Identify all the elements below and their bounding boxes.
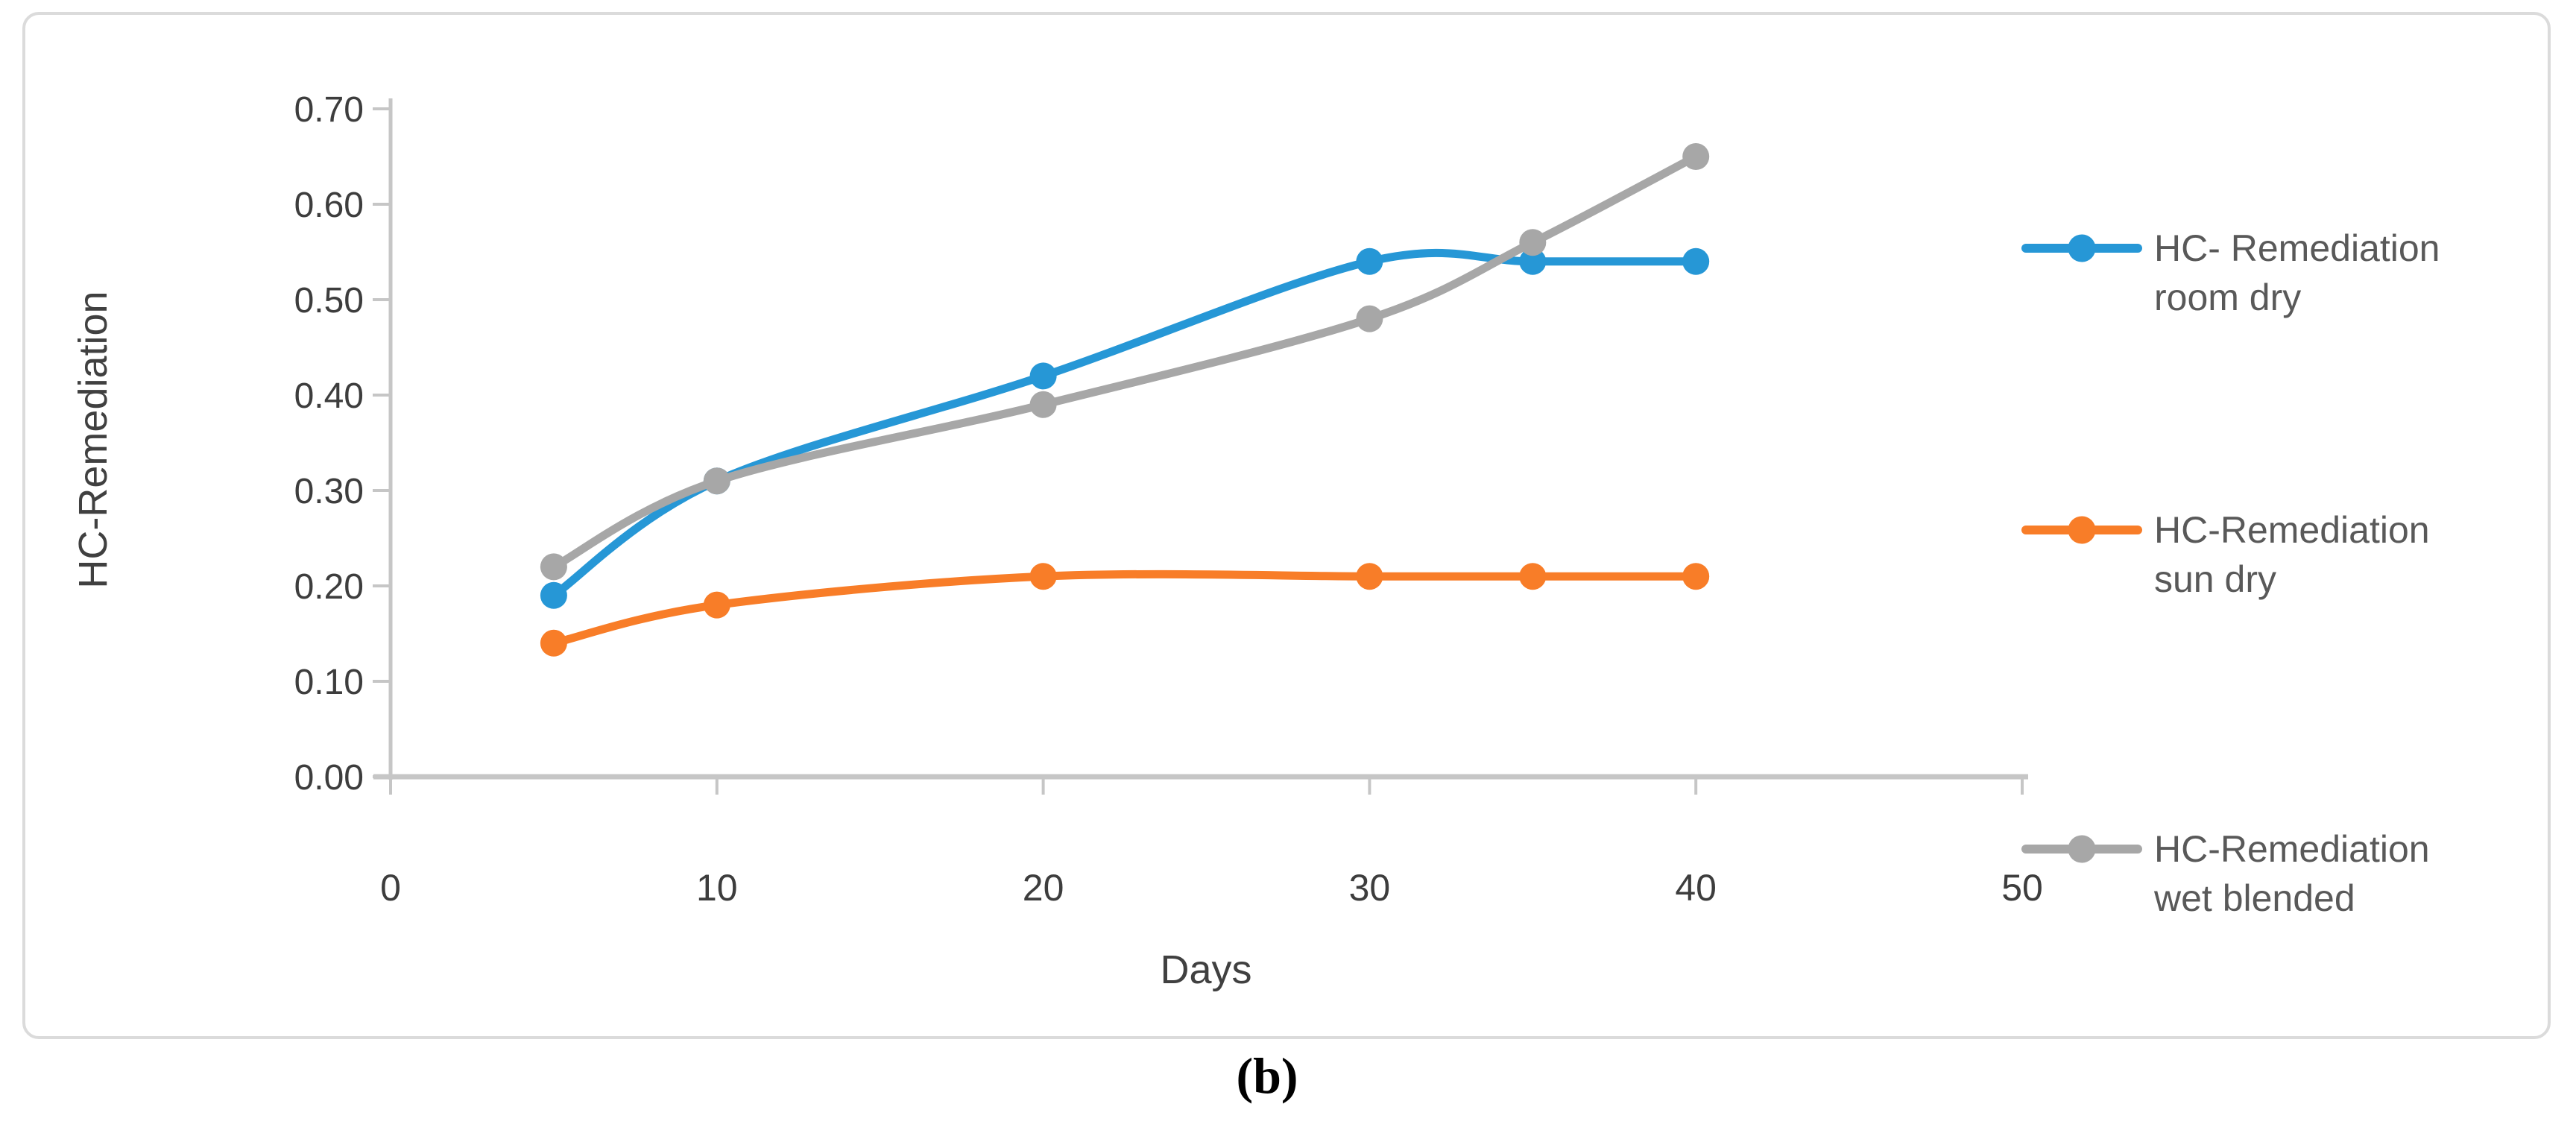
- data-point: [1682, 563, 1710, 590]
- data-point: [703, 591, 730, 619]
- x-tick-label: 50: [2001, 867, 2043, 909]
- y-tick-label: 0.40: [294, 376, 364, 416]
- data-point: [1519, 247, 1547, 275]
- y-tick-label: 0.50: [294, 281, 364, 321]
- data-point: [1682, 247, 1710, 275]
- x-tick-label: 30: [1349, 867, 1391, 909]
- y-tick-label: 0.60: [294, 186, 364, 225]
- y-axis-title: HC-Remediation: [71, 291, 116, 589]
- figure-caption: (b): [1236, 1047, 1298, 1104]
- data-point: [1519, 229, 1547, 256]
- data-point: [540, 553, 567, 581]
- data-point: [540, 629, 567, 657]
- data-point: [540, 581, 567, 609]
- data-point: [1356, 563, 1383, 590]
- x-tick-label: 20: [1023, 867, 1064, 909]
- data-point: [1029, 391, 1057, 418]
- y-tick-label: 0.30: [294, 472, 364, 511]
- y-tick-label: 0.00: [294, 758, 364, 798]
- data-point: [1682, 143, 1710, 170]
- data-point: [1356, 305, 1383, 332]
- data-point: [1029, 362, 1057, 390]
- x-tick-label: 40: [1675, 867, 1717, 909]
- data-point: [703, 467, 730, 495]
- x-axis-title: Days: [1160, 947, 1252, 992]
- y-tick-label: 0.20: [294, 567, 364, 607]
- x-tick-label: 0: [380, 867, 401, 909]
- data-point: [1356, 247, 1383, 275]
- y-tick-label: 0.10: [294, 663, 364, 702]
- data-point: [1029, 563, 1057, 590]
- series-line-2: [549, 152, 1700, 571]
- y-tick-label: 0.70: [294, 90, 364, 130]
- series-line-0: [549, 248, 1700, 600]
- x-tick-label: 10: [696, 867, 738, 909]
- data-point: [1519, 563, 1547, 590]
